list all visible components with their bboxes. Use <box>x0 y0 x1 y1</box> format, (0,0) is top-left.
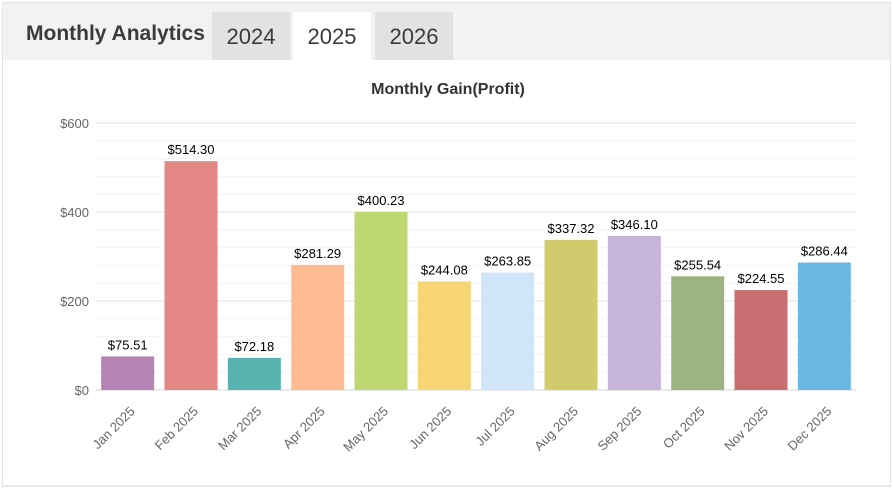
x-tick-label: Oct 2025 <box>660 404 708 452</box>
bar-nov-2025 <box>734 290 788 390</box>
bar-may-2025 <box>354 211 408 390</box>
x-tick-label: Mar 2025 <box>215 404 264 453</box>
x-tick-label: Jul 2025 <box>472 404 517 449</box>
bar-jul-2025 <box>481 272 535 390</box>
x-tick-label: Dec 2025 <box>784 404 834 454</box>
monthly-gain-chart: Monthly Gain(Profit) $0 $200 $400 $600 $75.… <box>60 81 856 455</box>
tab-2026[interactable]: 2026 <box>375 12 453 60</box>
data-labels: $75.51 $514.30 $72.18 $281.29 $400.23 $244.08… <box>108 142 848 354</box>
x-tick-label: Sep 2025 <box>594 404 644 454</box>
data-label: $514.30 <box>168 142 215 157</box>
data-label: $263.85 <box>484 254 531 269</box>
bar-jun-2025 <box>417 281 471 390</box>
tab-2024[interactable]: 2024 <box>212 12 290 60</box>
gridlines <box>96 122 856 391</box>
chart-title: Monthly Gain(Profit) <box>371 81 525 98</box>
y-tick-label: $200 <box>60 294 89 309</box>
bar-mar-2025 <box>227 357 281 390</box>
x-tick-label: Aug 2025 <box>531 404 581 454</box>
x-tick-label: Nov 2025 <box>721 404 771 454</box>
data-label: $400.23 <box>358 193 405 208</box>
y-tick-label: $600 <box>60 116 89 131</box>
x-tick-label: Jan 2025 <box>89 404 137 452</box>
bar-dec-2025 <box>797 262 851 390</box>
x-tick-label: May 2025 <box>340 404 391 455</box>
panel-footer-divider <box>3 485 890 486</box>
data-label: $286.44 <box>801 244 848 259</box>
y-tick-label: $0 <box>75 383 89 398</box>
bar-aug-2025 <box>544 239 598 390</box>
panel-title: Monthly Analytics <box>26 22 205 45</box>
data-label: $75.51 <box>108 337 148 352</box>
bar-oct-2025 <box>671 276 725 390</box>
data-label: $244.08 <box>421 262 468 277</box>
x-tick-label: Feb 2025 <box>152 404 201 453</box>
data-label: $72.18 <box>234 339 274 354</box>
bar-feb-2025 <box>164 161 218 390</box>
x-tick-label: Apr 2025 <box>280 404 328 452</box>
panel-header: Monthly Analytics 2024 2025 2026 <box>3 3 890 60</box>
x-axis: Jan 2025 Feb 2025 Mar 2025 Apr 2025 May 2025… <box>89 404 834 455</box>
data-label: $255.54 <box>674 257 721 272</box>
bar-apr-2025 <box>291 264 345 390</box>
data-label: $224.55 <box>738 271 785 286</box>
bar-jan-2025 <box>101 356 155 390</box>
data-label: $281.29 <box>294 246 341 261</box>
bars <box>101 161 851 390</box>
y-tick-label: $400 <box>60 205 89 220</box>
y-axis: $0 $200 $400 $600 <box>60 116 89 398</box>
data-label: $337.32 <box>548 221 595 236</box>
x-tick-label: Jun 2025 <box>406 404 454 452</box>
data-label: $346.10 <box>611 217 658 232</box>
tab-2025[interactable]: 2025 <box>293 12 371 60</box>
bar-sep-2025 <box>607 235 661 390</box>
